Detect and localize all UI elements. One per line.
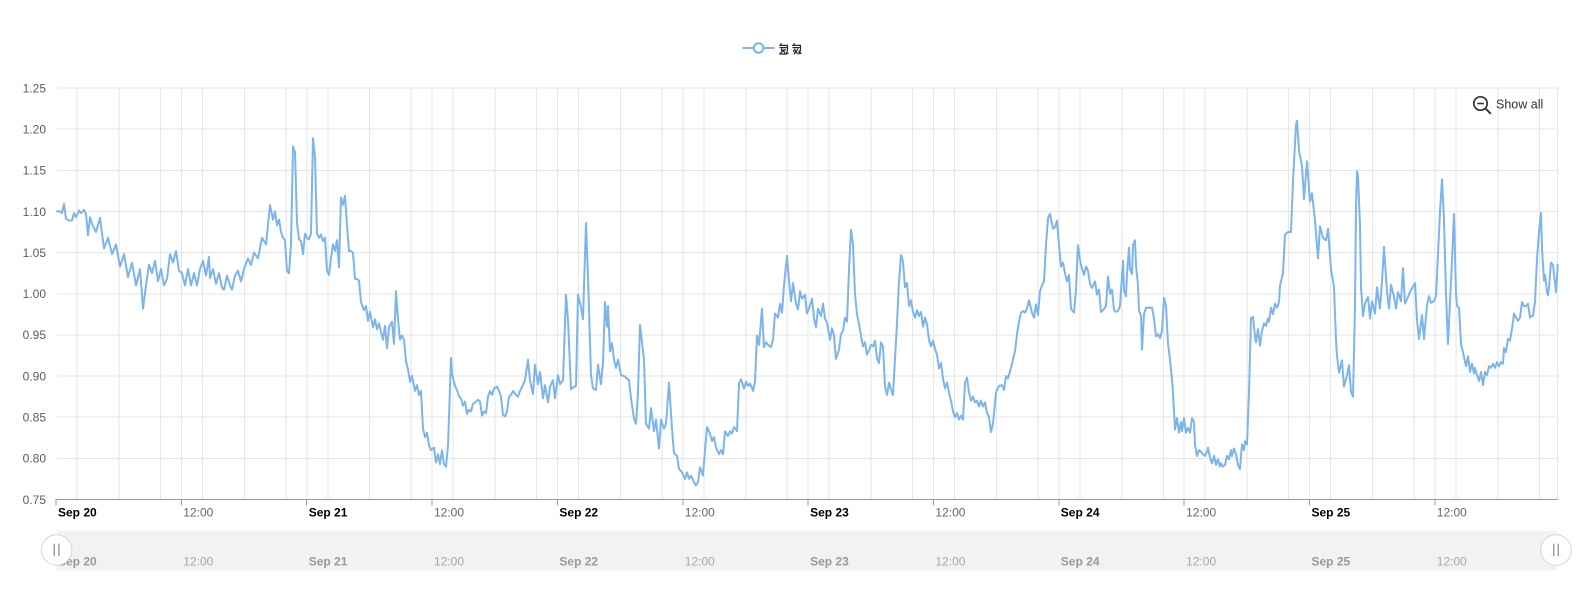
- svg-text:1.05: 1.05: [23, 246, 47, 260]
- svg-text:0.95: 0.95: [23, 328, 47, 342]
- svg-text:0.80: 0.80: [23, 452, 47, 466]
- svg-text:Sep 23: Sep 23: [810, 555, 849, 569]
- svg-text:12:00: 12:00: [935, 555, 965, 569]
- svg-text:0.85: 0.85: [23, 411, 47, 425]
- svg-text:12:00: 12:00: [1186, 506, 1216, 520]
- svg-text:1.25: 1.25: [23, 81, 47, 95]
- svg-text:12:00: 12:00: [1437, 506, 1467, 520]
- svg-text:12:00: 12:00: [434, 555, 464, 569]
- svg-text:12:00: 12:00: [685, 506, 715, 520]
- svg-text:Sep 23: Sep 23: [810, 506, 849, 520]
- svg-text:1.20: 1.20: [23, 123, 47, 137]
- svg-text:1.15: 1.15: [23, 164, 47, 178]
- svg-text:0.90: 0.90: [23, 369, 47, 383]
- svg-text:Sep 24: Sep 24: [1061, 555, 1100, 569]
- svg-text:Sep 24: Sep 24: [1061, 506, 1100, 520]
- svg-text:Sep 21: Sep 21: [309, 555, 348, 569]
- svg-text:Sep 21: Sep 21: [309, 506, 348, 520]
- svg-text:12:00: 12:00: [685, 555, 715, 569]
- svg-text:12:00: 12:00: [434, 506, 464, 520]
- svg-text:12:00: 12:00: [183, 555, 213, 569]
- svg-text:12:00: 12:00: [1186, 555, 1216, 569]
- svg-text:12:00: 12:00: [935, 506, 965, 520]
- svg-text:Sep 25: Sep 25: [1312, 555, 1351, 569]
- svg-text:Sep 22: Sep 22: [559, 506, 598, 520]
- svg-text:Sep 22: Sep 22: [559, 555, 598, 569]
- svg-text:1.00: 1.00: [23, 287, 47, 301]
- svg-text:12:00: 12:00: [1437, 555, 1467, 569]
- svg-text:1.10: 1.10: [23, 205, 47, 219]
- svg-text:Sep 25: Sep 25: [1312, 506, 1351, 520]
- svg-text:12:00: 12:00: [183, 506, 213, 520]
- svg-text:0.75: 0.75: [23, 493, 47, 507]
- svg-text:Sep 20: Sep 20: [58, 506, 97, 520]
- svg-text:Show all: Show all: [1496, 98, 1543, 112]
